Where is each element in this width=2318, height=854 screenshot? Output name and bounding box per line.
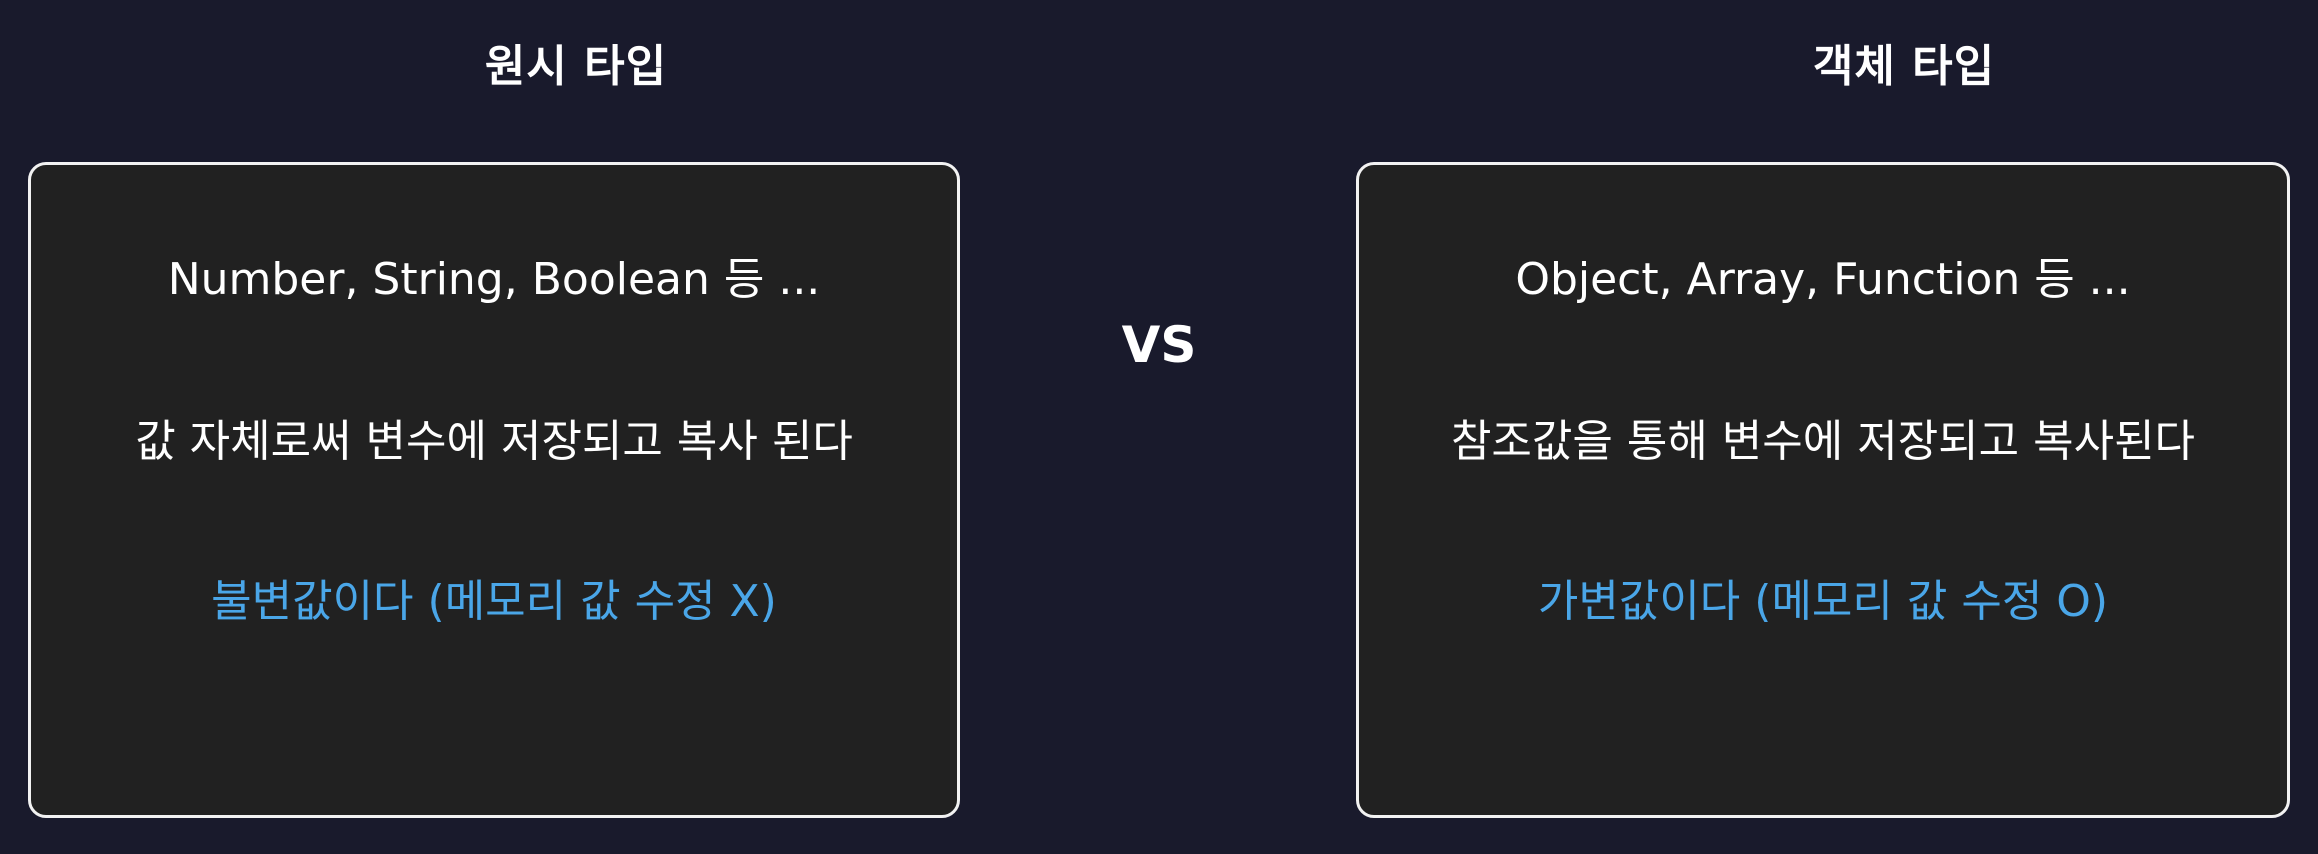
primitive-type-title: 원시 타입 — [484, 41, 668, 92]
object-storage-description: 참조값을 통해 변수에 저장되고 복사된다 — [1450, 416, 2196, 467]
object-type-title: 객체 타입 — [1812, 41, 1996, 92]
primitive-mutability-note: 불변값이다 (메모리 값 수정 X) — [211, 576, 777, 627]
object-types-list: Object, Array, Function 등 ... — [1515, 254, 2131, 305]
object-mutability-note: 가변값이다 (메모리 값 수정 O) — [1537, 576, 2109, 627]
primitive-type-card: Number, String, Boolean 등 ... 값 자체로써 변수에… — [28, 162, 960, 818]
object-type-card: Object, Array, Function 등 ... 참조값을 통해 변수… — [1356, 162, 2290, 818]
primitive-types-list: Number, String, Boolean 등 ... — [167, 254, 821, 305]
vs-label: VS — [1121, 316, 1197, 374]
primitive-storage-description: 값 자체로써 변수에 저장되고 복사 된다 — [135, 416, 853, 467]
